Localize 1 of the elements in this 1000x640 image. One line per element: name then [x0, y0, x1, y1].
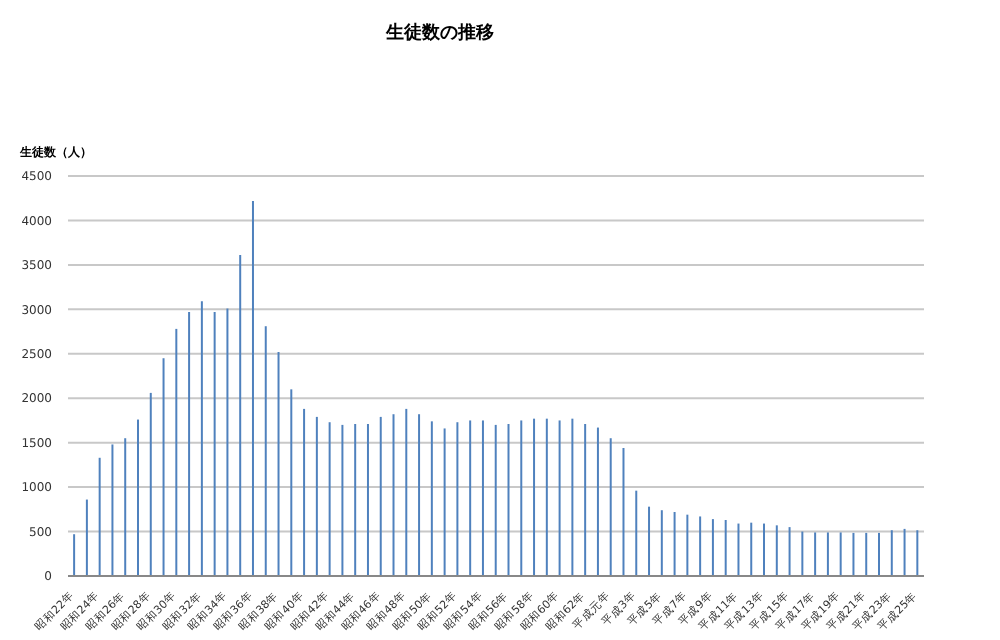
chart-title: 生徒数の推移	[384, 20, 496, 46]
